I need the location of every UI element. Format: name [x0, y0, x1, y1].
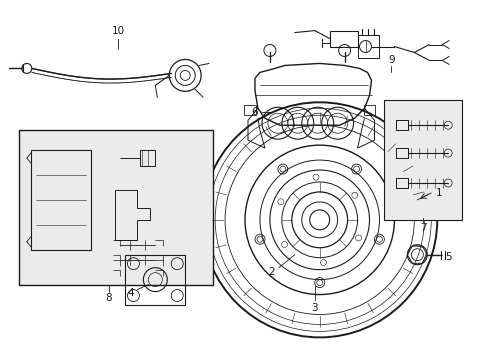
- Text: 2: 2: [268, 267, 275, 276]
- Bar: [384, 100, 461, 220]
- Bar: [396, 178, 407, 188]
- Text: 5: 5: [444, 252, 450, 262]
- Bar: [396, 148, 407, 158]
- Text: 10: 10: [112, 26, 125, 36]
- Bar: [329, 31, 357, 46]
- Bar: [357, 35, 379, 58]
- Bar: [19, 130, 213, 285]
- Text: 7: 7: [419, 223, 426, 233]
- Text: 3: 3: [311, 302, 317, 312]
- Text: 8: 8: [105, 293, 112, 302]
- Bar: [244, 105, 255, 115]
- Text: 6: 6: [251, 107, 258, 117]
- Text: 1: 1: [435, 188, 442, 198]
- Text: 4: 4: [127, 288, 134, 298]
- Bar: [363, 105, 375, 115]
- Bar: [125, 255, 185, 305]
- Text: 9: 9: [387, 55, 394, 66]
- Bar: [396, 120, 407, 130]
